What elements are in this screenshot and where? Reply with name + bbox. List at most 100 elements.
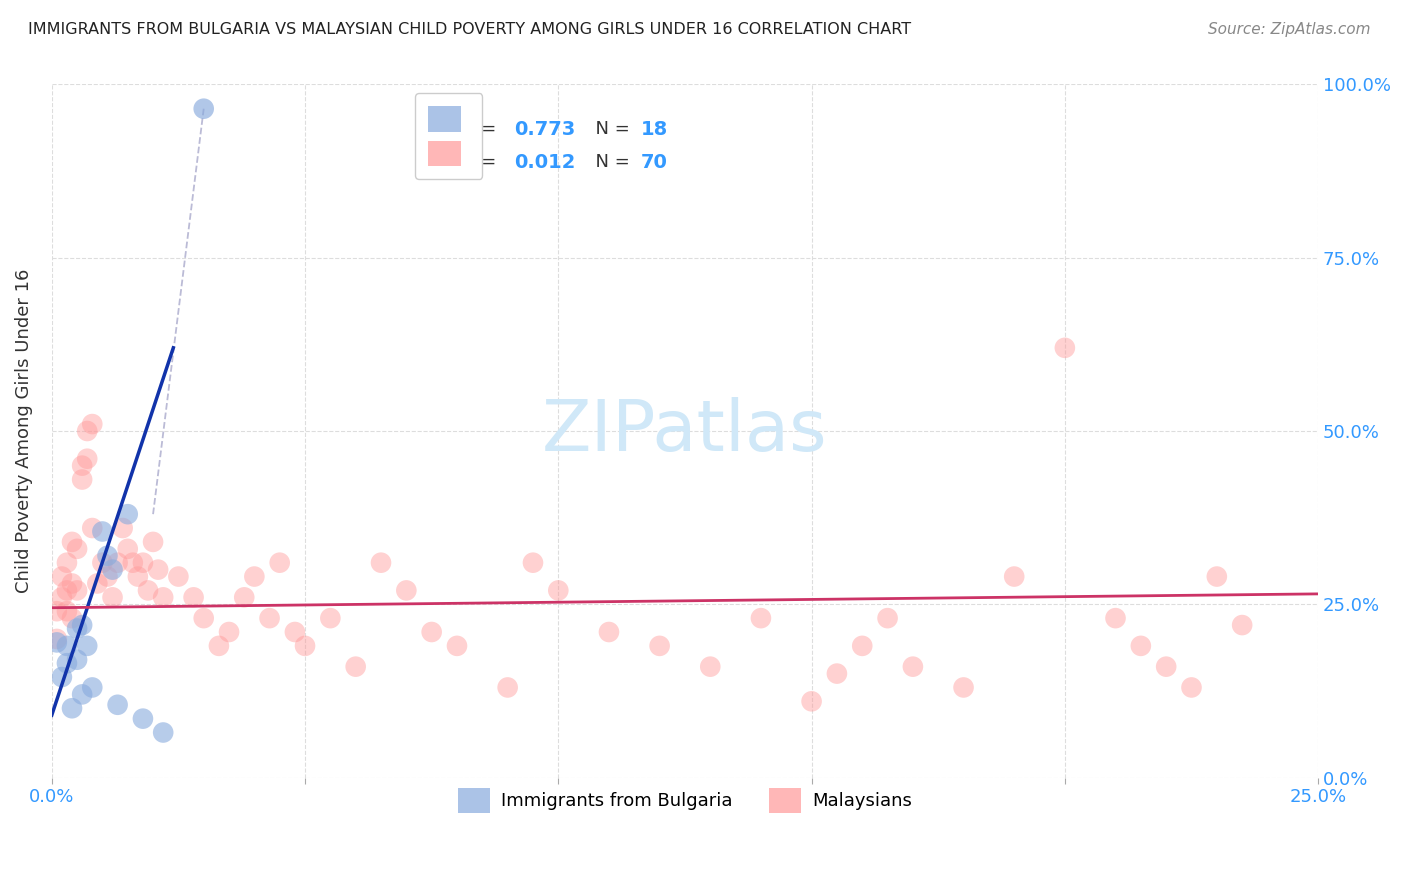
Point (648, 639, 671, 653)
Point (101, 591, 124, 605)
Point (56, 656, 79, 670)
Point (70, 458, 93, 473)
Point (218, 625, 240, 640)
Point (45, 632, 67, 646)
Point (86, 576, 108, 591)
Point (193, 102, 215, 116)
Point (496, 681, 519, 695)
Point (76, 451, 98, 466)
Point (284, 625, 307, 640)
Point (800, 694, 823, 708)
Point (851, 639, 873, 653)
Point (66, 622, 89, 636)
Text: IMMIGRANTS FROM BULGARIA VS MALAYSIAN CHILD POVERTY AMONG GIRLS UNDER 16 CORRELA: IMMIGRANTS FROM BULGARIA VS MALAYSIAN CH… (28, 22, 911, 37)
Point (183, 591, 205, 605)
Point (76, 639, 98, 653)
Point (45, 635, 67, 649)
Point (233, 591, 256, 605)
Point (66, 653, 89, 667)
Point (96, 549, 118, 563)
Point (259, 611, 281, 625)
Point (136, 583, 159, 598)
Point (142, 535, 165, 549)
Point (395, 583, 418, 598)
Point (1053, 341, 1076, 355)
Y-axis label: Child Poverty Among Girls Under 16: Child Poverty Among Girls Under 16 (15, 268, 32, 593)
Text: R =: R = (464, 153, 502, 171)
Point (294, 639, 316, 653)
Point (51, 569, 73, 583)
Point (344, 659, 367, 673)
Point (146, 563, 169, 577)
Point (1230, 618, 1253, 632)
Point (60, 576, 83, 591)
Point (749, 611, 772, 625)
Point (132, 712, 155, 726)
Point (117, 507, 139, 521)
Legend: Immigrants from Bulgaria, Malaysians: Immigrants from Bulgaria, Malaysians (447, 777, 922, 824)
Point (60, 701, 83, 715)
Point (522, 556, 544, 570)
Point (76, 424, 98, 438)
Point (132, 556, 155, 570)
Point (1180, 681, 1202, 695)
Text: 0.773: 0.773 (515, 120, 575, 139)
Point (208, 639, 231, 653)
Point (825, 666, 848, 681)
Point (121, 556, 143, 570)
Text: 18: 18 (641, 120, 668, 139)
Point (70, 687, 93, 701)
Point (111, 521, 134, 535)
Point (1104, 611, 1126, 625)
Text: ZIPatlas: ZIPatlas (543, 397, 828, 466)
Point (51, 670, 73, 684)
Text: R =: R = (464, 120, 502, 138)
Point (952, 681, 974, 695)
Point (193, 611, 215, 625)
Text: 0.012: 0.012 (515, 153, 575, 171)
Point (901, 659, 924, 673)
Point (547, 583, 569, 598)
Point (319, 611, 342, 625)
Point (167, 569, 190, 583)
Point (152, 591, 174, 605)
Point (1154, 659, 1177, 673)
Point (82, 521, 104, 535)
Point (446, 639, 468, 653)
Point (1129, 639, 1152, 653)
Point (1205, 569, 1227, 583)
Point (96, 569, 118, 583)
Point (91, 524, 114, 539)
Point (91, 556, 114, 570)
Point (269, 556, 291, 570)
Point (70, 473, 93, 487)
Point (107, 698, 129, 712)
Point (82, 681, 104, 695)
Text: N =: N = (583, 153, 636, 171)
Point (66, 541, 89, 556)
Text: N =: N = (583, 120, 636, 138)
Text: 70: 70 (641, 153, 668, 171)
Point (51, 591, 73, 605)
Point (45, 604, 67, 618)
Point (117, 541, 139, 556)
Point (56, 556, 79, 570)
Point (243, 569, 266, 583)
Point (101, 563, 124, 577)
Point (370, 556, 392, 570)
Point (107, 556, 129, 570)
Point (66, 583, 89, 598)
Point (70, 618, 93, 632)
Point (60, 535, 83, 549)
Point (420, 625, 443, 640)
Point (60, 611, 83, 625)
Point (127, 569, 149, 583)
Point (56, 639, 79, 653)
Point (699, 659, 721, 673)
Point (152, 725, 174, 739)
Point (56, 583, 79, 598)
Point (876, 611, 898, 625)
Point (82, 417, 104, 431)
Point (56, 604, 79, 618)
Text: Source: ZipAtlas.com: Source: ZipAtlas.com (1208, 22, 1371, 37)
